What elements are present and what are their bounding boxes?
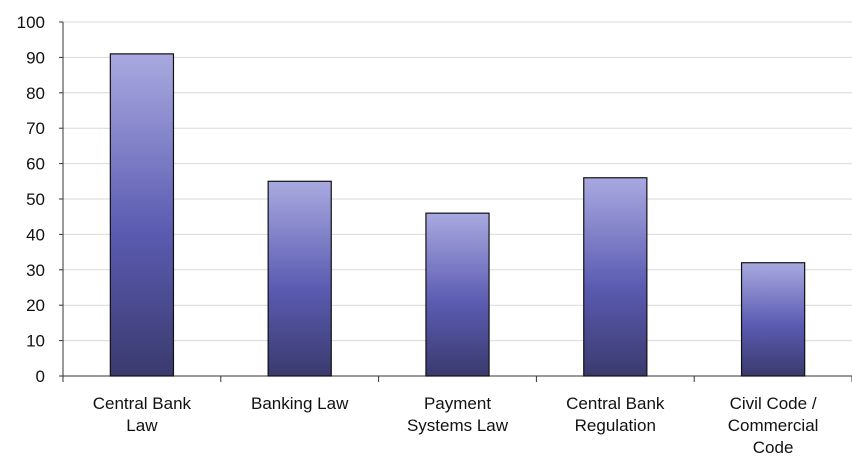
x-tick-label-line: Code: [753, 438, 794, 457]
bars: [109, 53, 806, 377]
x-tick-label-line: Law: [126, 416, 158, 435]
bar-3: [425, 212, 490, 377]
y-tick-label: 50: [26, 190, 45, 209]
y-tick-label: 0: [36, 367, 45, 386]
x-tick-labels: Central Bank Law Banking Law Payment Systems…: [93, 394, 819, 457]
y-tick-label: 30: [26, 261, 45, 280]
bar-5: [740, 262, 806, 377]
y-tick-label: 10: [26, 332, 45, 351]
y-tick-label: 20: [26, 296, 45, 315]
y-tick-label: 70: [26, 119, 45, 138]
bar-2: [267, 180, 332, 377]
gridlines: [63, 21, 852, 342]
x-tick-label-line: Commercial: [728, 416, 819, 435]
y-tick-label: 60: [26, 155, 45, 174]
bar-1: [109, 53, 175, 377]
x-tick-label-line: Regulation: [575, 416, 656, 435]
y-tick-label: 90: [26, 48, 45, 67]
x-tick-label: Central Bank Regulation: [566, 394, 665, 435]
bar-4: [583, 177, 648, 377]
x-tick-label-line: Central Bank: [93, 394, 192, 413]
y-tick-labels: 0 10 20 30 40 50 60 70 80 90 100: [17, 13, 45, 386]
x-tick-label: Civil Code / Commercial Code: [728, 394, 819, 457]
x-tick-label: Payment Systems Law: [407, 394, 509, 435]
y-tick-label: 80: [26, 84, 45, 103]
x-tick-label: Banking Law: [251, 394, 349, 413]
x-tick-label-line: Civil Code /: [730, 394, 817, 413]
x-tick-label-line: Systems Law: [407, 416, 509, 435]
x-tick-label-line: Banking Law: [251, 394, 349, 413]
x-tick-label: Central Bank Law: [93, 394, 192, 435]
y-tick-label: 40: [26, 225, 45, 244]
x-tick-label-line: Central Bank: [566, 394, 665, 413]
x-tick-label-line: Payment: [424, 394, 491, 413]
y-tick-label: 100: [17, 13, 45, 32]
